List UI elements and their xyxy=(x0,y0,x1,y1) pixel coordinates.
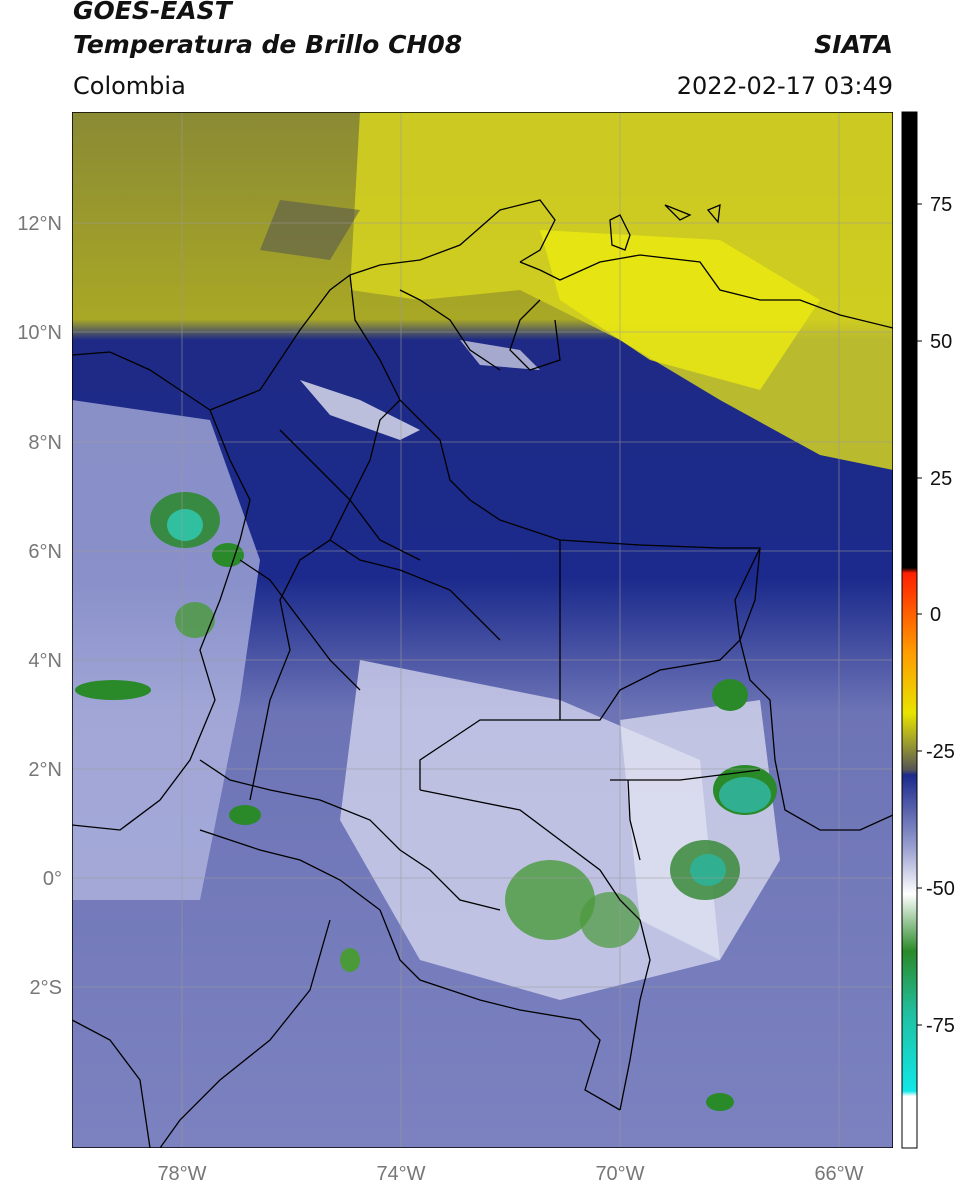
brightness-temperature-layer xyxy=(72,112,893,1148)
region-label: Colombia xyxy=(73,72,186,100)
lat-tick: 0° xyxy=(43,868,62,890)
lat-tick: 12°N xyxy=(17,213,62,235)
colorbar-tick: 75 xyxy=(930,194,952,216)
lon-tick: 70°W xyxy=(595,1163,644,1185)
colorbar-tick: 0 xyxy=(930,604,941,626)
colorbar-tick: -50 xyxy=(926,878,955,900)
agency-label: SIATA xyxy=(814,30,893,59)
colorbar-tick: -75 xyxy=(926,1015,955,1037)
satellite-title: GOES-EAST xyxy=(73,0,232,25)
datetime-label: 2022-02-17 03:49 xyxy=(676,72,893,100)
lat-tick: 8°N xyxy=(28,432,62,454)
colorbar-tick: 25 xyxy=(930,468,952,490)
lat-tick: 10°N xyxy=(17,322,62,344)
lon-tick: 78°W xyxy=(157,1163,206,1185)
lat-tick: 4°N xyxy=(28,650,62,672)
lon-tick: 66°W xyxy=(814,1163,863,1185)
lon-tick: 74°W xyxy=(376,1163,425,1185)
lat-tick: 6°N xyxy=(28,541,62,563)
colorbar: 75 50 25 0 -25 -50 -75 xyxy=(901,111,955,1149)
longitude-ticks: 78°W 74°W 70°W 66°W xyxy=(157,1163,863,1185)
lat-tick: 2°N xyxy=(28,759,62,781)
colorbar-scale xyxy=(901,111,918,1149)
product-title: Temperatura de Brillo CH08 xyxy=(73,30,463,59)
colorbar-tick: 50 xyxy=(930,331,952,353)
colorbar-tick: -25 xyxy=(926,741,955,763)
latitude-ticks: 12°N 10°N 8°N 6°N 4°N 2°N 0° 2°S xyxy=(17,213,62,999)
lat-tick: 2°S xyxy=(30,977,62,999)
